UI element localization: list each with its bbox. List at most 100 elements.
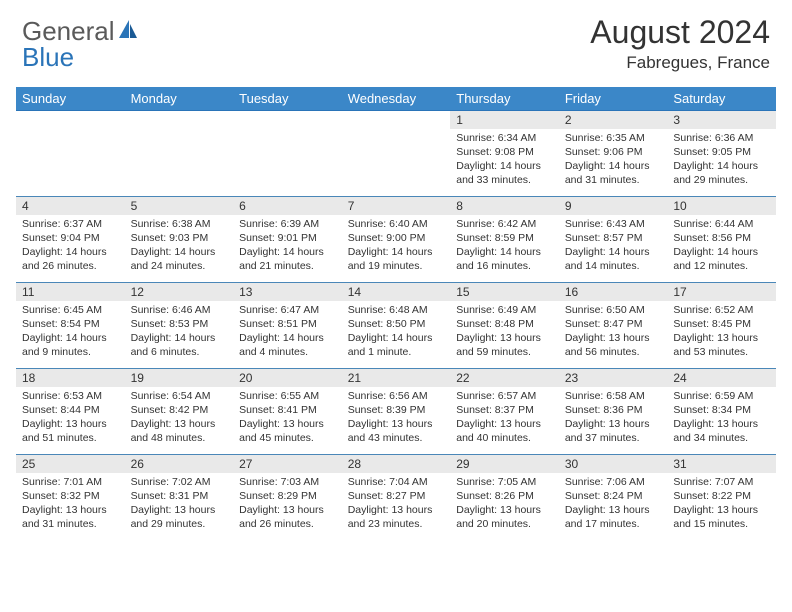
sunset-value: 8:39 PM xyxy=(386,404,425,416)
sunrise-line: Sunrise: 7:06 AM xyxy=(565,475,664,489)
day-number-cell: 4 xyxy=(16,197,125,215)
day-content-cell: Sunrise: 7:05 AMSunset: 8:26 PMDaylight:… xyxy=(450,473,559,545)
sunset-value: 8:22 PM xyxy=(712,490,751,502)
day-number-cell xyxy=(233,111,342,129)
weekday-header: Friday xyxy=(559,87,668,111)
day-content-cell: Sunrise: 6:37 AMSunset: 9:04 PMDaylight:… xyxy=(16,215,125,283)
sunrise-line: Sunrise: 6:59 AM xyxy=(673,389,772,403)
day-number-cell: 15 xyxy=(450,283,559,301)
sunrise-line: Sunrise: 6:37 AM xyxy=(22,217,121,231)
day-number-cell: 6 xyxy=(233,197,342,215)
sunrise-line: Sunrise: 6:53 AM xyxy=(22,389,121,403)
sunset-value: 8:51 PM xyxy=(278,318,317,330)
sunset-value: 8:37 PM xyxy=(495,404,534,416)
sunrise-value: 6:50 AM xyxy=(606,304,645,316)
day-content-cell: Sunrise: 6:46 AMSunset: 8:53 PMDaylight:… xyxy=(125,301,234,369)
day-number-cell: 8 xyxy=(450,197,559,215)
daylight-line: Daylight: 14 hours and 19 minutes. xyxy=(348,245,447,273)
day-number-cell: 27 xyxy=(233,455,342,473)
sunset-line: Sunset: 8:32 PM xyxy=(22,489,121,503)
sunrise-line: Sunrise: 7:04 AM xyxy=(348,475,447,489)
day-content-cell: Sunrise: 6:39 AMSunset: 9:01 PMDaylight:… xyxy=(233,215,342,283)
day-number-row: 12 3 xyxy=(16,111,776,129)
sunrise-value: 7:07 AM xyxy=(715,476,754,488)
day-number-cell: 14 xyxy=(342,283,451,301)
daylight-line: Daylight: 14 hours and 24 minutes. xyxy=(131,245,230,273)
day-number-cell: 7 xyxy=(342,197,451,215)
day-content-cell: Sunrise: 6:40 AMSunset: 9:00 PMDaylight:… xyxy=(342,215,451,283)
day-content-cell: Sunrise: 6:36 AMSunset: 9:05 PMDaylight:… xyxy=(667,129,776,197)
sunrise-value: 7:03 AM xyxy=(281,476,320,488)
day-content-cell: Sunrise: 6:48 AMSunset: 8:50 PMDaylight:… xyxy=(342,301,451,369)
header: General August 2024 Fabregues, France xyxy=(0,0,792,81)
sunset-line: Sunset: 8:37 PM xyxy=(456,403,555,417)
sunrise-line: Sunrise: 6:56 AM xyxy=(348,389,447,403)
daylight-line: Daylight: 14 hours and 33 minutes. xyxy=(456,159,555,187)
sunrise-value: 6:35 AM xyxy=(606,132,645,144)
day-number: 25 xyxy=(22,457,35,471)
sunrise-value: 6:58 AM xyxy=(606,390,645,402)
day-number: 13 xyxy=(239,285,252,299)
day-number-cell: 26 xyxy=(125,455,234,473)
sunset-value: 8:54 PM xyxy=(61,318,100,330)
day-content-cell: Sunrise: 6:35 AMSunset: 9:06 PMDaylight:… xyxy=(559,129,668,197)
daylight-line: Daylight: 13 hours and 17 minutes. xyxy=(565,503,664,531)
day-content-cell: Sunrise: 6:49 AMSunset: 8:48 PMDaylight:… xyxy=(450,301,559,369)
weekday-header: Monday xyxy=(125,87,234,111)
day-content-cell: Sunrise: 6:53 AMSunset: 8:44 PMDaylight:… xyxy=(16,387,125,455)
sunrise-line: Sunrise: 6:36 AM xyxy=(673,131,772,145)
sunset-line: Sunset: 8:56 PM xyxy=(673,231,772,245)
sunrise-line: Sunrise: 6:50 AM xyxy=(565,303,664,317)
sunset-value: 9:01 PM xyxy=(278,232,317,244)
sunset-value: 8:42 PM xyxy=(169,404,208,416)
daylight-line: Daylight: 13 hours and 43 minutes. xyxy=(348,417,447,445)
day-number-cell: 3 xyxy=(667,111,776,129)
day-number-cell: 12 xyxy=(125,283,234,301)
sunrise-line: Sunrise: 6:34 AM xyxy=(456,131,555,145)
day-number-cell xyxy=(342,111,451,129)
day-number-cell: 2 xyxy=(559,111,668,129)
sunset-line: Sunset: 8:50 PM xyxy=(348,317,447,331)
daylight-line: Daylight: 13 hours and 40 minutes. xyxy=(456,417,555,445)
day-content-cell: Sunrise: 6:45 AMSunset: 8:54 PMDaylight:… xyxy=(16,301,125,369)
sunrise-line: Sunrise: 6:55 AM xyxy=(239,389,338,403)
sunrise-line: Sunrise: 7:02 AM xyxy=(131,475,230,489)
sunset-line: Sunset: 9:01 PM xyxy=(239,231,338,245)
day-number-cell xyxy=(16,111,125,129)
sunset-value: 8:24 PM xyxy=(603,490,642,502)
day-content-cell xyxy=(342,129,451,197)
sunset-value: 9:04 PM xyxy=(61,232,100,244)
sunset-value: 8:32 PM xyxy=(61,490,100,502)
day-number-cell: 25 xyxy=(16,455,125,473)
sunrise-line: Sunrise: 6:42 AM xyxy=(456,217,555,231)
sunset-line: Sunset: 8:53 PM xyxy=(131,317,230,331)
sunrise-line: Sunrise: 6:48 AM xyxy=(348,303,447,317)
day-content-row: Sunrise: 6:53 AMSunset: 8:44 PMDaylight:… xyxy=(16,387,776,455)
day-number-row: 25262728293031 xyxy=(16,455,776,473)
sunrise-value: 6:34 AM xyxy=(498,132,537,144)
day-number: 2 xyxy=(565,113,572,127)
sunset-value: 8:27 PM xyxy=(386,490,425,502)
daylight-line: Daylight: 13 hours and 20 minutes. xyxy=(456,503,555,531)
daylight-line: Daylight: 14 hours and 4 minutes. xyxy=(239,331,338,359)
day-content-cell: Sunrise: 7:07 AMSunset: 8:22 PMDaylight:… xyxy=(667,473,776,545)
weekday-header: Sunday xyxy=(16,87,125,111)
sunset-value: 8:36 PM xyxy=(603,404,642,416)
day-number-cell: 1 xyxy=(450,111,559,129)
sunset-line: Sunset: 8:34 PM xyxy=(673,403,772,417)
day-number: 5 xyxy=(131,199,138,213)
sunrise-value: 6:44 AM xyxy=(715,218,754,230)
sunrise-value: 6:36 AM xyxy=(715,132,754,144)
day-number: 3 xyxy=(673,113,680,127)
sunrise-line: Sunrise: 6:38 AM xyxy=(131,217,230,231)
sunrise-line: Sunrise: 6:54 AM xyxy=(131,389,230,403)
day-content-row: Sunrise: 6:37 AMSunset: 9:04 PMDaylight:… xyxy=(16,215,776,283)
daylight-line: Daylight: 14 hours and 14 minutes. xyxy=(565,245,664,273)
sunrise-value: 7:06 AM xyxy=(606,476,645,488)
day-content-cell: Sunrise: 6:57 AMSunset: 8:37 PMDaylight:… xyxy=(450,387,559,455)
daylight-line: Daylight: 13 hours and 51 minutes. xyxy=(22,417,121,445)
sunset-line: Sunset: 8:54 PM xyxy=(22,317,121,331)
day-number: 31 xyxy=(673,457,686,471)
sunset-value: 8:44 PM xyxy=(61,404,100,416)
day-number-cell: 22 xyxy=(450,369,559,387)
